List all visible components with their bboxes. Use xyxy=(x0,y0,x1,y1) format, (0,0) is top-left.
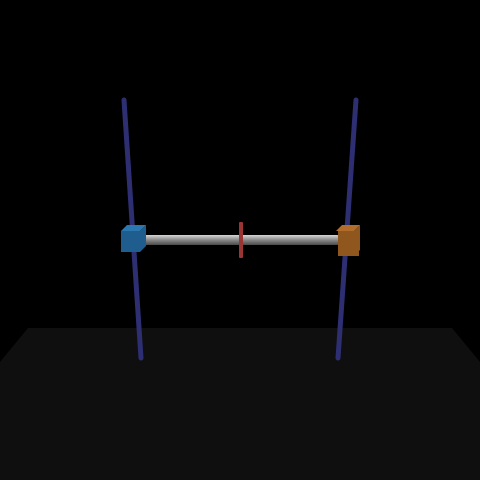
left-slider-side xyxy=(140,225,146,252)
right-slider-side xyxy=(354,225,360,256)
right-slider-block xyxy=(336,225,360,256)
left-slider-top xyxy=(121,225,146,231)
right-slider-front xyxy=(338,231,359,256)
center-marker xyxy=(239,222,243,258)
left-slider-block xyxy=(121,225,146,252)
floor xyxy=(0,328,480,480)
right-slider-top xyxy=(336,225,360,231)
left-slider-front xyxy=(121,231,140,252)
